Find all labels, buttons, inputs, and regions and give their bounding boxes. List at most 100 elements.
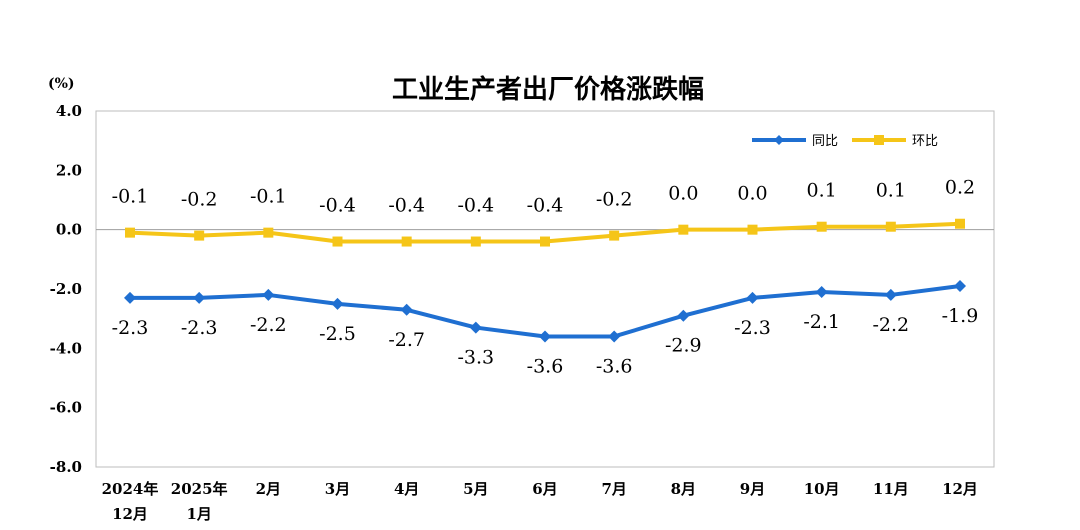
data-label: -1.9 [942,305,979,327]
data-point [331,297,344,310]
data-labels-layer: -2.3 -2.3 -2.2 -2.5 -2.7 -3.3 -3.6 -3.6 -2.9 -2.3… [112,177,979,378]
data-label: -2.1 [803,311,840,333]
x-tick-label: 3月 [325,480,350,498]
data-label: -0.4 [527,195,564,217]
data-label: -0.4 [319,195,356,217]
data-label: -2.3 [112,317,149,339]
data-label: 0.1 [807,180,837,202]
data-point [747,224,758,235]
data-label: 0.0 [737,183,767,205]
data-point [746,291,759,304]
data-label: -0.1 [250,186,287,208]
x-tick-label: 6月 [532,480,557,498]
x-tick-label: 2025年 [171,480,228,498]
y-axis-ticks: 4.0 2.0 0.0 -2.0 -4.0 -6.0 -8.0 [50,102,82,476]
data-label: -2.3 [734,317,771,339]
data-label: -2.9 [665,335,702,357]
data-label: 0.2 [945,177,975,199]
y-axis-unit-label: (%) [48,76,75,92]
data-label: -0.1 [112,186,149,208]
chart-title: 工业生产者出厂价格涨跌幅 [392,74,704,105]
x-tick-label: 7月 [601,480,626,498]
data-point [401,236,412,247]
data-label: -2.7 [388,329,425,351]
x-tick-label: 1月 [186,505,211,523]
x-tick-label: 8月 [671,480,696,498]
x-tick-label: 2024年 [102,480,159,498]
data-point [262,288,275,301]
data-point [470,236,481,247]
data-point [816,221,827,232]
data-point [884,288,897,301]
data-point [539,330,551,343]
x-tick: 12月 [942,480,978,498]
x-tick: 2月 [256,480,281,498]
data-label: -0.2 [596,189,633,211]
data-point [677,309,690,322]
data-point [954,280,966,293]
legend: 同比 环比 [752,134,938,149]
data-point [125,227,135,238]
x-tick: 2024年 12月 [102,480,159,523]
data-point [540,236,550,247]
data-point [194,230,205,241]
x-tick-label: 12月 [112,505,148,523]
y-tick-label: -8.0 [50,458,82,476]
y-tick-label: 2.0 [56,161,82,179]
y-tick-label: -4.0 [50,339,82,357]
x-tick-label: 12月 [942,480,978,498]
data-label: -0.4 [388,195,425,217]
data-label: 0.0 [668,183,698,205]
y-tick-label: -2.0 [50,280,82,298]
data-point [815,285,828,298]
y-tick-label: 4.0 [56,102,82,120]
data-point [608,330,621,343]
legend-label: 同比 [812,134,838,149]
y-tick-label: 0.0 [56,221,82,239]
y-tick-label: -6.0 [50,399,82,417]
x-tick: 3月 [325,480,350,498]
data-point [263,227,274,238]
x-tick-label: 5月 [463,480,488,498]
x-tick: 4月 [394,480,419,498]
data-label: -2.2 [873,314,910,336]
data-point [400,303,413,316]
x-tick: 2025年 1月 [171,480,228,523]
data-point [332,236,343,247]
x-tick: 8月 [671,480,696,498]
data-point [885,221,896,232]
x-tick: 10月 [804,480,840,498]
legend-marker [874,135,884,145]
x-tick: 11月 [873,480,909,498]
data-point [469,321,482,334]
data-label: 0.1 [876,180,906,202]
data-label: -2.5 [319,323,356,345]
x-tick: 7月 [601,480,626,498]
x-axis-ticks: 2024年 12月 2025年 1月 2月 3月 4月 5月 6月 7月 8月 9月 10月 11月 12月 [102,480,978,523]
x-tick: 6月 [532,480,557,498]
legend-marker [774,135,784,145]
data-label: -2.3 [181,317,218,339]
data-label: -3.3 [458,347,495,369]
data-label: -0.2 [181,189,218,211]
x-tick-label: 11月 [873,480,909,498]
data-label: -0.4 [458,195,495,217]
plot-area [95,110,995,468]
x-tick: 5月 [463,480,488,498]
series-layer [96,218,994,343]
data-point [609,230,620,241]
data-point [193,291,206,304]
x-tick: 9月 [740,480,765,498]
x-tick-label: 2月 [256,480,281,498]
data-point [955,218,965,229]
x-tick-label: 10月 [804,480,840,498]
data-label: -3.6 [527,355,564,377]
data-label: -3.6 [596,355,633,377]
legend-label: 环比 [912,134,938,149]
data-point [678,224,689,235]
data-label: -2.2 [250,314,287,336]
x-tick-label: 9月 [740,480,765,498]
data-point [124,291,136,304]
